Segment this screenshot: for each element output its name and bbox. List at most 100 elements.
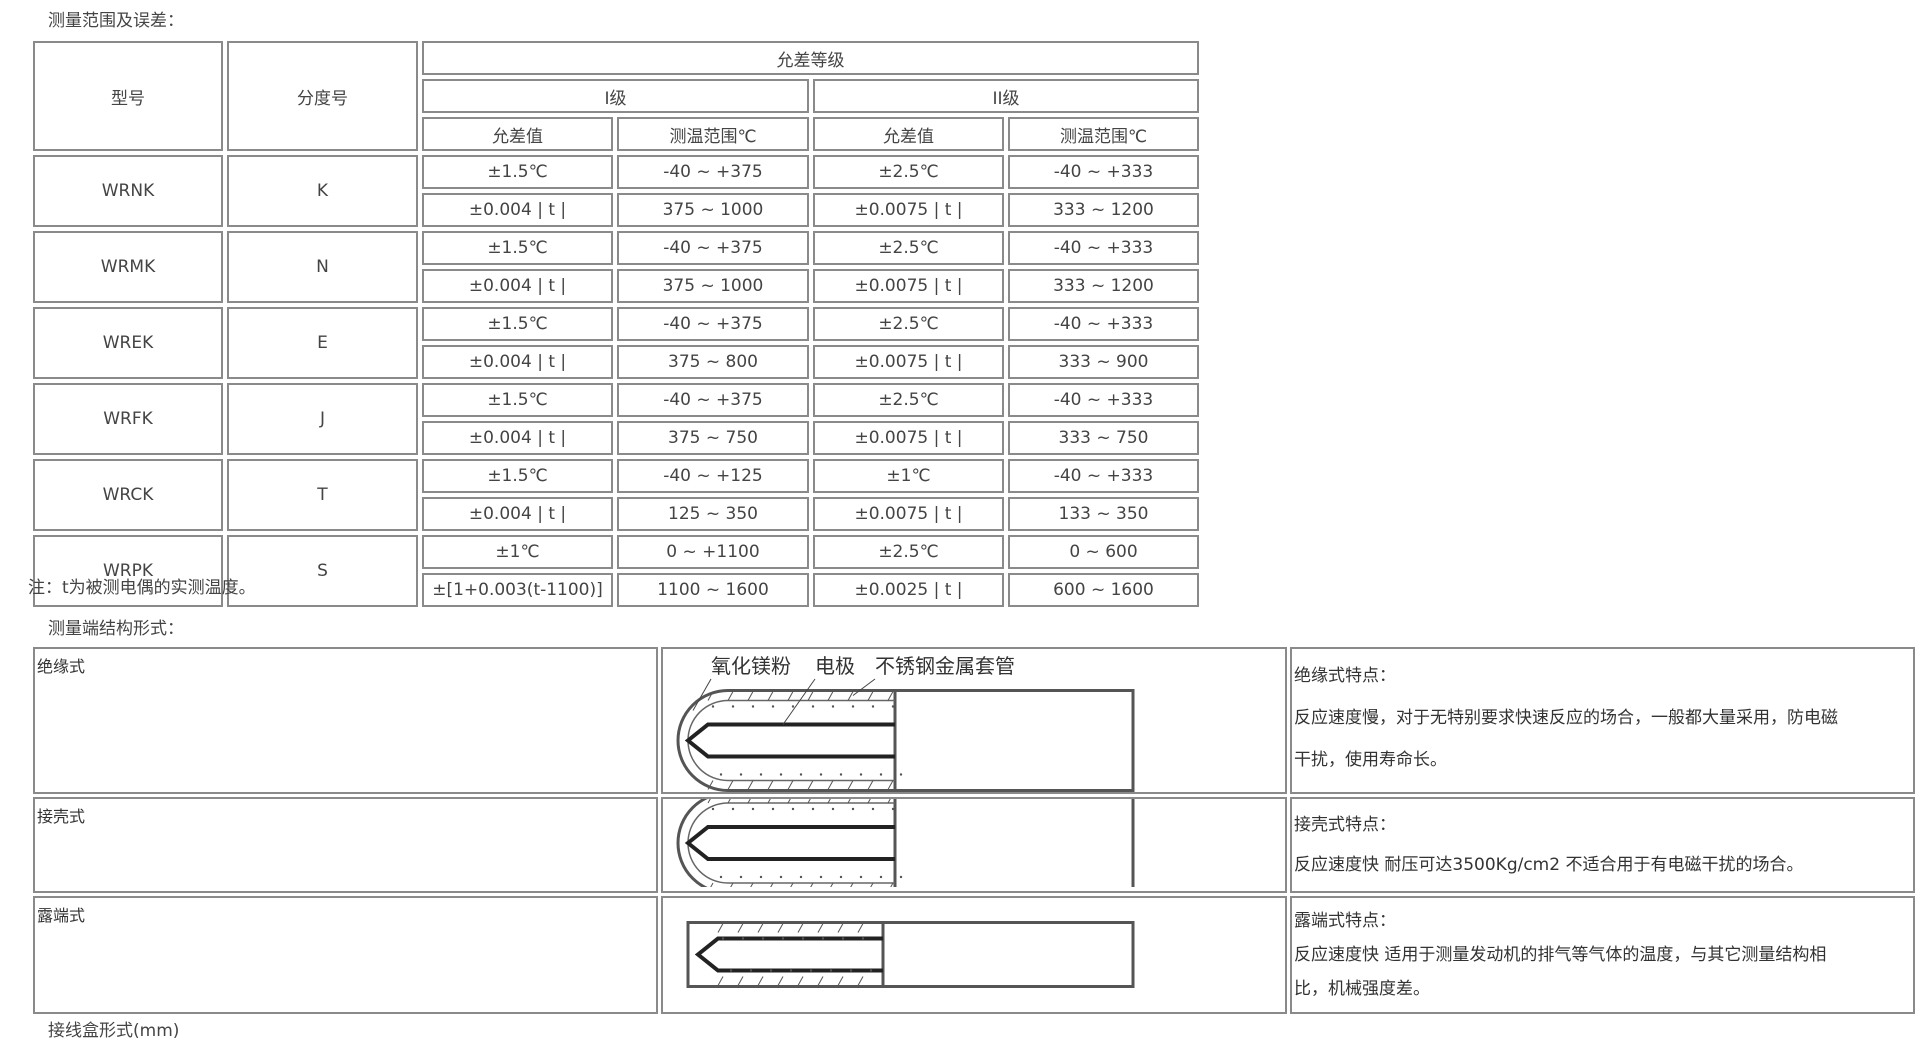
graduation-cell: J [227,383,418,455]
value-cell: 375 ~ 1000 [617,193,809,227]
value-cell: 600 ~ 1600 [1008,573,1199,607]
header-tol-value: 允差值 [813,117,1004,151]
table-row: ±0.004 | t | 375 ~ 750 ±0.0075 | t | 333 ~ … [33,421,1199,455]
header-temp-range: 测温范围℃ [617,117,809,151]
value-cell: ±0.004 | t | [422,497,613,531]
probe-diagram [686,921,1135,988]
model-cell: WRFK [33,383,223,455]
probe-diagram [676,799,1135,887]
table-row: ±[1+0.003(t-1100)] 1100 ~ 1600 ±0.0025 | t… [33,573,1199,607]
value-cell: -40 ~ +333 [1008,459,1199,493]
value-cell: 333 ~ 1200 [1008,193,1199,227]
table-row: ±0.004 | t | 375 ~ 800 ±0.0075 | t | 333 ~ … [33,345,1199,379]
value-cell: ±1.5℃ [422,383,613,417]
value-cell: ±1℃ [813,459,1004,493]
range-title: 测量范围及误差： [48,11,184,31]
value-cell: -40 ~ +375 [617,383,809,417]
label-sheath: 不锈钢金属套管 [875,654,1015,678]
value-cell: ±2.5℃ [813,383,1004,417]
table-row: WREK E ±1.5℃ -40 ~ +375 ±2.5℃ -40 ~ +333 [33,307,1199,379]
graduation-cell: E [227,307,418,379]
value-cell: 125 ~ 350 [617,497,809,531]
value-cell: -40 ~ +375 [617,307,809,341]
value-cell: -40 ~ +333 [1008,383,1199,417]
graduation-cell: T [227,459,418,531]
value-cell: ±[1+0.003(t-1100)] [422,573,613,607]
tolerance-table: 型号 分度号 允差等级 I级 II级 允差值 测温范围℃ 允差值 测温范围℃ W… [29,37,1203,611]
value-cell: 375 ~ 800 [617,345,809,379]
value-cell: ±2.5℃ [813,307,1004,341]
feature-line: 反应速度慢，对于无特别要求快速反应的场合，一般都大量采用，防电磁 [1294,708,1838,728]
feature-line: 反应速度快 适用于测量发动机的排气等气体的温度，与其它测量结构相 [1294,945,1827,965]
value-cell: ±0.0025 | t | [813,573,1004,607]
structure-row: 露端式 露端式特点： 反应速度快 适用于测量发动机的排气等气体的温度，与其它测量结… [33,896,1915,1014]
graduation-cell: S [227,535,418,607]
value-cell: ±2.5℃ [813,231,1004,265]
table-row: ±0.004 | t | 125 ~ 350 ±0.0075 | t | 133 ~ … [33,497,1199,531]
label-electrode: 电极 [815,654,855,678]
value-cell: ±0.004 | t | [422,421,613,455]
value-cell: ±0.0075 | t | [813,421,1004,455]
feature-title: 接壳式特点： [1294,815,1396,835]
value-cell: 1100 ~ 1600 [617,573,809,607]
table-row: WRFK J ±1.5℃ -40 ~ +375 ±2.5℃ -40 ~ +333 [33,383,1199,455]
header-graduation: 分度号 [227,41,418,151]
header-model: 型号 [33,41,223,151]
value-cell: ±0.0075 | t | [813,345,1004,379]
value-cell: -40 ~ +333 [1008,231,1199,265]
value-cell: 0 ~ 600 [1008,535,1199,569]
value-cell: 375 ~ 1000 [617,269,809,303]
value-cell: ±1.5℃ [422,307,613,341]
feature-title: 绝缘式特点： [1294,666,1396,686]
table-row: WRPK S ±1℃ 0 ~ +1100 ±2.5℃ 0 ~ 600 [33,535,1199,607]
header-grade1: I级 [422,79,809,113]
model-cell: WRNK [33,155,223,227]
header-tolerance-grade: 允差等级 [422,41,1199,75]
value-cell: ±1.5℃ [422,231,613,265]
value-cell: 133 ~ 350 [1008,497,1199,531]
header-temp-range: 测温范围℃ [1008,117,1199,151]
feature-line: 反应速度快 耐压可达3500Kg/cm2 不适合用于有电磁干扰的场合。 [1294,855,1804,875]
value-cell: -40 ~ +375 [617,155,809,189]
model-cell: WREK [33,307,223,379]
value-cell: 333 ~ 900 [1008,345,1199,379]
value-cell: ±0.0075 | t | [813,497,1004,531]
value-cell: ±0.004 | t | [422,269,613,303]
value-cell: ±1.5℃ [422,155,613,189]
note: 注：t为被测电偶的实测温度。 [28,578,256,598]
structure-row: 绝缘式 氧化镁粉 电极 不锈钢金属套管 绝缘式特点： 反应速度慢，对于无特别要求快速反… [33,647,1915,794]
model-cell: WRMK [33,231,223,303]
header-tol-value: 允差值 [422,117,613,151]
value-cell: 333 ~ 1200 [1008,269,1199,303]
value-cell: ±0.0075 | t | [813,269,1004,303]
value-cell: 375 ~ 750 [617,421,809,455]
model-cell: WRPK [33,535,223,607]
value-cell: ±2.5℃ [813,155,1004,189]
feature-title: 露端式特点： [1294,911,1396,931]
value-cell: ±0.004 | t | [422,193,613,227]
value-cell: ±0.0075 | t | [813,193,1004,227]
table-row: WRCK T ±1.5℃ -40 ~ +125 ±1℃ -40 ~ +333 [33,459,1199,531]
table-row: ±0.004 | t | 375 ~ 1000 ±0.0075 | t | 333 ~… [33,269,1199,303]
structure-name: 露端式 [37,906,86,925]
graduation-cell: N [227,231,418,303]
value-cell: -40 ~ +333 [1008,155,1199,189]
structure-name: 绝缘式 [37,657,86,676]
value-cell: ±2.5℃ [813,535,1004,569]
probe-diagram: 氧化镁粉 电极 不锈钢金属套管 [676,654,1135,792]
structure-row: 接壳式 接壳式特点： 反应速度快 耐压可达3500Kg/cm2 不适合用于有电磁干… [33,797,1915,893]
value-cell: -40 ~ +333 [1008,307,1199,341]
value-cell: 333 ~ 750 [1008,421,1199,455]
feature-line: 干扰，使用寿命长。 [1294,750,1447,770]
value-cell: -40 ~ +375 [617,231,809,265]
table-row: WRNK K ±1.5℃ -40 ~ +375 ±2.5℃ -40 ~ +333 [33,155,1199,227]
table-row: ±0.004 | t | 375 ~ 1000 ±0.0075 | t | 333 ~… [33,193,1199,227]
header-grade2: II级 [813,79,1199,113]
value-cell: -40 ~ +125 [617,459,809,493]
value-cell: 0 ~ +1100 [617,535,809,569]
structure-title: 测量端结构形式： [48,619,184,639]
label-powder: 氧化镁粉 [711,654,791,678]
value-cell: ±0.004 | t | [422,345,613,379]
table-row: WRMK N ±1.5℃ -40 ~ +375 ±2.5℃ -40 ~ +333 [33,231,1199,303]
graduation-cell: K [227,155,418,227]
